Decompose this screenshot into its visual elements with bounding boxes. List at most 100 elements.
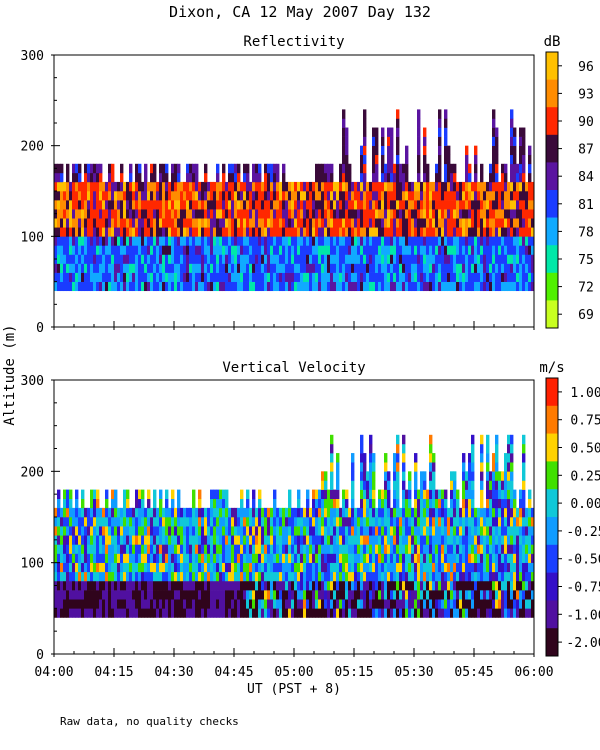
heatmap-cell [414,453,418,463]
heatmap-cell [354,227,358,237]
heatmap-cell [123,580,127,591]
heatmap-cell [513,599,517,609]
heatmap-cell [390,172,394,183]
heatmap-cell [72,599,76,609]
heatmap-cell [339,526,343,536]
heatmap-cell [501,517,505,527]
colorbar-swatch [546,405,558,434]
heatmap-cell [171,571,175,582]
heatmap-cell [63,236,67,246]
heatmap-cell [129,191,133,201]
heatmap-cell [510,453,514,463]
heatmap-cell [306,236,310,246]
heatmap-cell [531,580,535,591]
heatmap-cell [303,599,307,609]
heatmap-cell [441,553,445,563]
heatmap-cell [186,608,190,618]
heatmap-cell [393,608,397,618]
heatmap-cell [438,172,442,183]
heatmap-cell [348,163,352,174]
heatmap-cell [201,263,205,273]
heatmap-cell [141,236,145,246]
heatmap-cell [309,227,313,237]
heatmap-cell [171,281,175,292]
heatmap-cell [531,535,535,545]
heatmap-cell [432,571,436,582]
heatmap-cell [501,200,505,210]
heatmap-cell [270,608,274,618]
heatmap-cell [285,608,289,618]
heatmap-cell [129,236,133,246]
heatmap-cell [210,227,214,237]
heatmap-cell [87,562,91,573]
heatmap-cell [243,553,247,563]
heatmap-cell [54,263,58,273]
heatmap-cell [342,498,346,509]
heatmap-cell [468,272,472,282]
heatmap-cell [183,281,187,292]
heatmap-cell [390,191,394,201]
heatmap-cell [369,590,373,600]
colorbar-label: 81 [578,198,594,213]
heatmap-cell [81,191,85,201]
heatmap-cell [60,236,64,246]
heatmap-cell [279,236,283,246]
heatmap-cell [402,172,406,183]
heatmap-cell [402,245,406,255]
heatmap-cell [375,608,379,618]
heatmap-cell [375,154,379,165]
heatmap-cell [324,517,328,527]
heatmap-cell [138,218,142,228]
heatmap-cell [174,227,178,237]
heatmap-cell [363,154,367,165]
heatmap-cell [126,571,130,582]
heatmap-cell [78,553,82,563]
heatmap-cell [207,191,211,201]
heatmap-cell [108,209,112,219]
heatmap-cell [138,580,142,591]
heatmap-cell [315,209,319,219]
heatmap-cell [408,480,412,490]
heatmap-cell [201,507,205,518]
heatmap-cell [423,599,427,609]
heatmap-cell [300,535,304,545]
heatmap-cell [330,517,334,527]
heatmap-cell [123,254,127,264]
heatmap-cell [123,218,127,228]
heatmap-cell [216,200,220,210]
heatmap-cell [204,599,208,609]
heatmap-cell [120,599,124,609]
heatmap-cell [312,580,316,591]
heatmap-cell [402,227,406,237]
heatmap-cell [129,544,133,554]
heatmap-cell [327,236,331,246]
heatmap-cell [435,263,439,273]
heatmap-cell [180,191,184,201]
heatmap-cell [345,544,349,554]
heatmap-cell [528,245,532,255]
heatmap-cell [357,562,361,573]
heatmap-cell [483,608,487,618]
heatmap-cell [132,181,136,192]
heatmap-cell [150,245,154,255]
heatmap-cell [288,209,292,219]
heatmap-cell [276,263,280,273]
heatmap-cell [69,227,73,237]
heatmap-cell [366,480,370,490]
colorbar-swatch [546,544,558,573]
heatmap-cell [234,507,238,518]
heatmap-cell [216,517,220,527]
heatmap-cell [363,145,367,156]
heatmap-cell [474,526,478,536]
heatmap-cell [462,254,466,264]
heatmap-cell [78,544,82,554]
heatmap-cell [456,599,460,609]
heatmap-cell [507,281,511,292]
heatmap-cell [363,489,367,500]
heatmap-cell [444,145,448,156]
heatmap-cell [498,544,502,554]
heatmap-cell [366,236,370,246]
heatmap-cell [219,263,223,273]
heatmap-cell [69,263,73,273]
heatmap-cell [159,571,163,582]
